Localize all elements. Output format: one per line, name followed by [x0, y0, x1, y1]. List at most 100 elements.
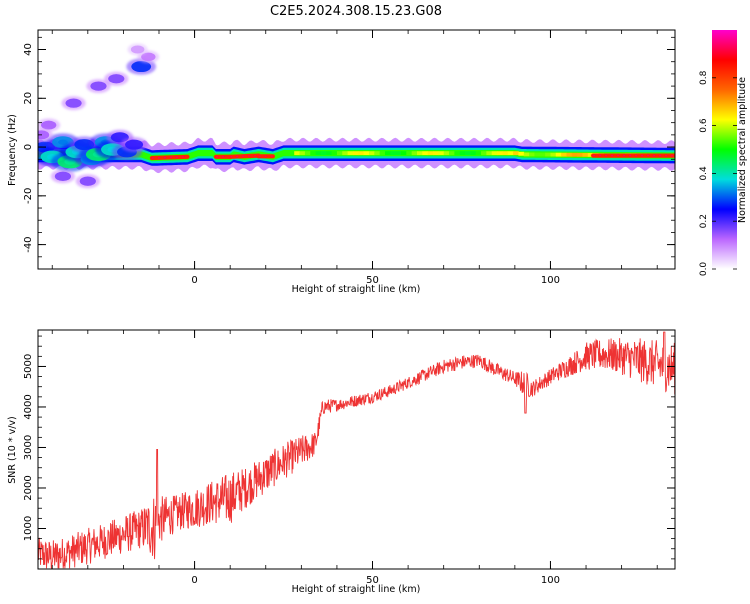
spectral-core-cell — [374, 151, 380, 156]
colorbar-ticks: 0.0 0.2 0.4 0.6 0.8 — [699, 70, 737, 276]
spectrogram-x-axis: 0 50 100 — [51, 30, 658, 286]
spectral-core-cell — [411, 151, 418, 156]
spectral-core-cell — [379, 151, 386, 156]
spectral-core-cell — [582, 152, 589, 157]
spectral-core-cell — [331, 151, 338, 156]
spectral-core-cell — [342, 151, 348, 156]
spectrogram-y-axis: -40 -20 0 20 40 — [23, 36, 675, 270]
spectral-core-cell — [550, 152, 557, 157]
spectrogram-y-tick-label: -40 — [23, 236, 34, 252]
snr-y-label: SNR (10 * v/v) — [7, 416, 18, 484]
spectral-blob — [90, 81, 107, 91]
spectral-core-cell — [502, 151, 509, 156]
snr-x-axis: 0 50 100 — [51, 330, 658, 586]
snr-x-tick-label: 50 — [366, 575, 379, 586]
spectral-core-cell — [299, 151, 306, 156]
spectral-core-cell — [486, 151, 493, 156]
spectral-blob — [79, 176, 96, 186]
spectral-core-cell — [352, 151, 359, 156]
spectral-blob — [141, 52, 156, 62]
spectral-core-cell — [363, 151, 370, 156]
spectrogram-x-label: Height of straight line (km) — [292, 284, 421, 295]
colorbar-tick-label: 0.2 — [699, 214, 709, 228]
spectrogram-x-tick-label: 50 — [366, 275, 379, 286]
spectral-core-cell — [523, 152, 530, 157]
spectral-core-cell — [384, 151, 391, 156]
spectrogram-y-label: Frequency (Hz) — [7, 114, 18, 186]
spectrogram-x-tick-label: 100 — [541, 275, 560, 286]
spectrogram-marks — [38, 43, 675, 189]
spectral-core-cell — [422, 151, 429, 156]
colorbar-label: Normalized spectral amplitude — [737, 77, 748, 223]
spectral-core-cell — [310, 151, 316, 156]
spectrogram-y-tick-label: -20 — [23, 188, 34, 204]
spectral-core-cell — [534, 152, 541, 157]
spectral-core-cell — [416, 151, 423, 156]
spectral-core-cell — [459, 151, 466, 156]
spectral-core-cell — [465, 151, 471, 156]
spectral-core-cell — [390, 151, 397, 156]
spectral-core-cell — [400, 151, 407, 156]
spectral-core-cell — [561, 152, 567, 157]
snr-x-tick-label: 0 — [191, 575, 197, 586]
spectral-core-cell — [481, 151, 487, 156]
snr-y-tick-label: 4000 — [23, 394, 34, 419]
spectral-core-cell — [566, 152, 573, 157]
spectral-core-cell — [475, 151, 482, 156]
spectral-peak-segment — [149, 154, 190, 161]
colorbar-tick-label: 0.4 — [699, 166, 709, 181]
colorbar-tick-label: 0.6 — [699, 118, 709, 133]
spectrogram-frame — [37, 29, 676, 270]
spectral-core-cell — [438, 151, 445, 156]
spectral-core-cell — [368, 151, 375, 156]
spectral-core-cell — [304, 151, 311, 156]
snr-y-tick-label: 2000 — [23, 475, 34, 500]
spectral-core-cell — [577, 152, 583, 157]
spectral-core-cell — [518, 151, 525, 156]
spectral-core-cell — [406, 151, 413, 156]
colorbar-tick-label: 0.8 — [699, 70, 709, 85]
spectral-core-cell — [507, 151, 514, 156]
spectral-core-cell — [347, 151, 354, 156]
spectral-core-cell — [336, 151, 343, 156]
spectral-core-cell — [326, 151, 332, 156]
snr-series-line — [38, 331, 675, 569]
spectral-core-cell — [358, 151, 364, 156]
snr-y-axis: 1000 2000 3000 4000 5000 — [23, 335, 675, 570]
spectral-core-cell — [449, 151, 455, 156]
snr-y-tick-label: 3000 — [23, 435, 34, 460]
spectrogram-y-tick-label: 40 — [23, 43, 34, 56]
spectral-blob — [41, 120, 57, 130]
snr-y-tick-label: 5000 — [23, 354, 34, 379]
spectral-blob — [54, 171, 72, 181]
spectral-core-cell — [513, 151, 519, 156]
spectral-core-cell — [571, 152, 578, 157]
spectral-core-cell — [320, 151, 327, 156]
spectral-blob — [65, 98, 82, 108]
spectral-blob — [108, 74, 125, 84]
snr-frame — [37, 329, 676, 570]
spectral-blob — [125, 139, 144, 150]
spectral-blob — [38, 130, 50, 140]
colorbar: 0.0 0.2 0.4 0.6 0.8 Normalized spectral ampl… — [699, 30, 748, 276]
snr-x-tick-label: 100 — [541, 575, 560, 586]
spectral-core-cell — [545, 152, 551, 157]
figure-title: C2E5.2024.308.15.23.G08 — [270, 4, 442, 19]
spectral-core-cell — [587, 152, 594, 157]
snr-y-tick-label: 1000 — [23, 516, 34, 541]
spectral-core-cell — [443, 151, 450, 156]
spectral-core-cell — [529, 152, 535, 157]
spectrogram-y-tick-label: 0 — [23, 144, 34, 150]
spectral-core-cell — [497, 151, 503, 156]
spectral-core-cell — [539, 152, 546, 157]
spectrogram-panel: 0 50 100 -40 -20 0 20 40 Height of straight li… — [7, 29, 676, 295]
spectral-core-cell — [491, 151, 498, 156]
spectral-core-cell — [433, 151, 439, 156]
spectral-blob-core — [58, 139, 68, 145]
spectral-blob — [130, 45, 145, 54]
spectral-peak-segment — [228, 153, 261, 159]
spectral-blob — [131, 61, 152, 73]
snr-plot-area — [38, 330, 675, 569]
